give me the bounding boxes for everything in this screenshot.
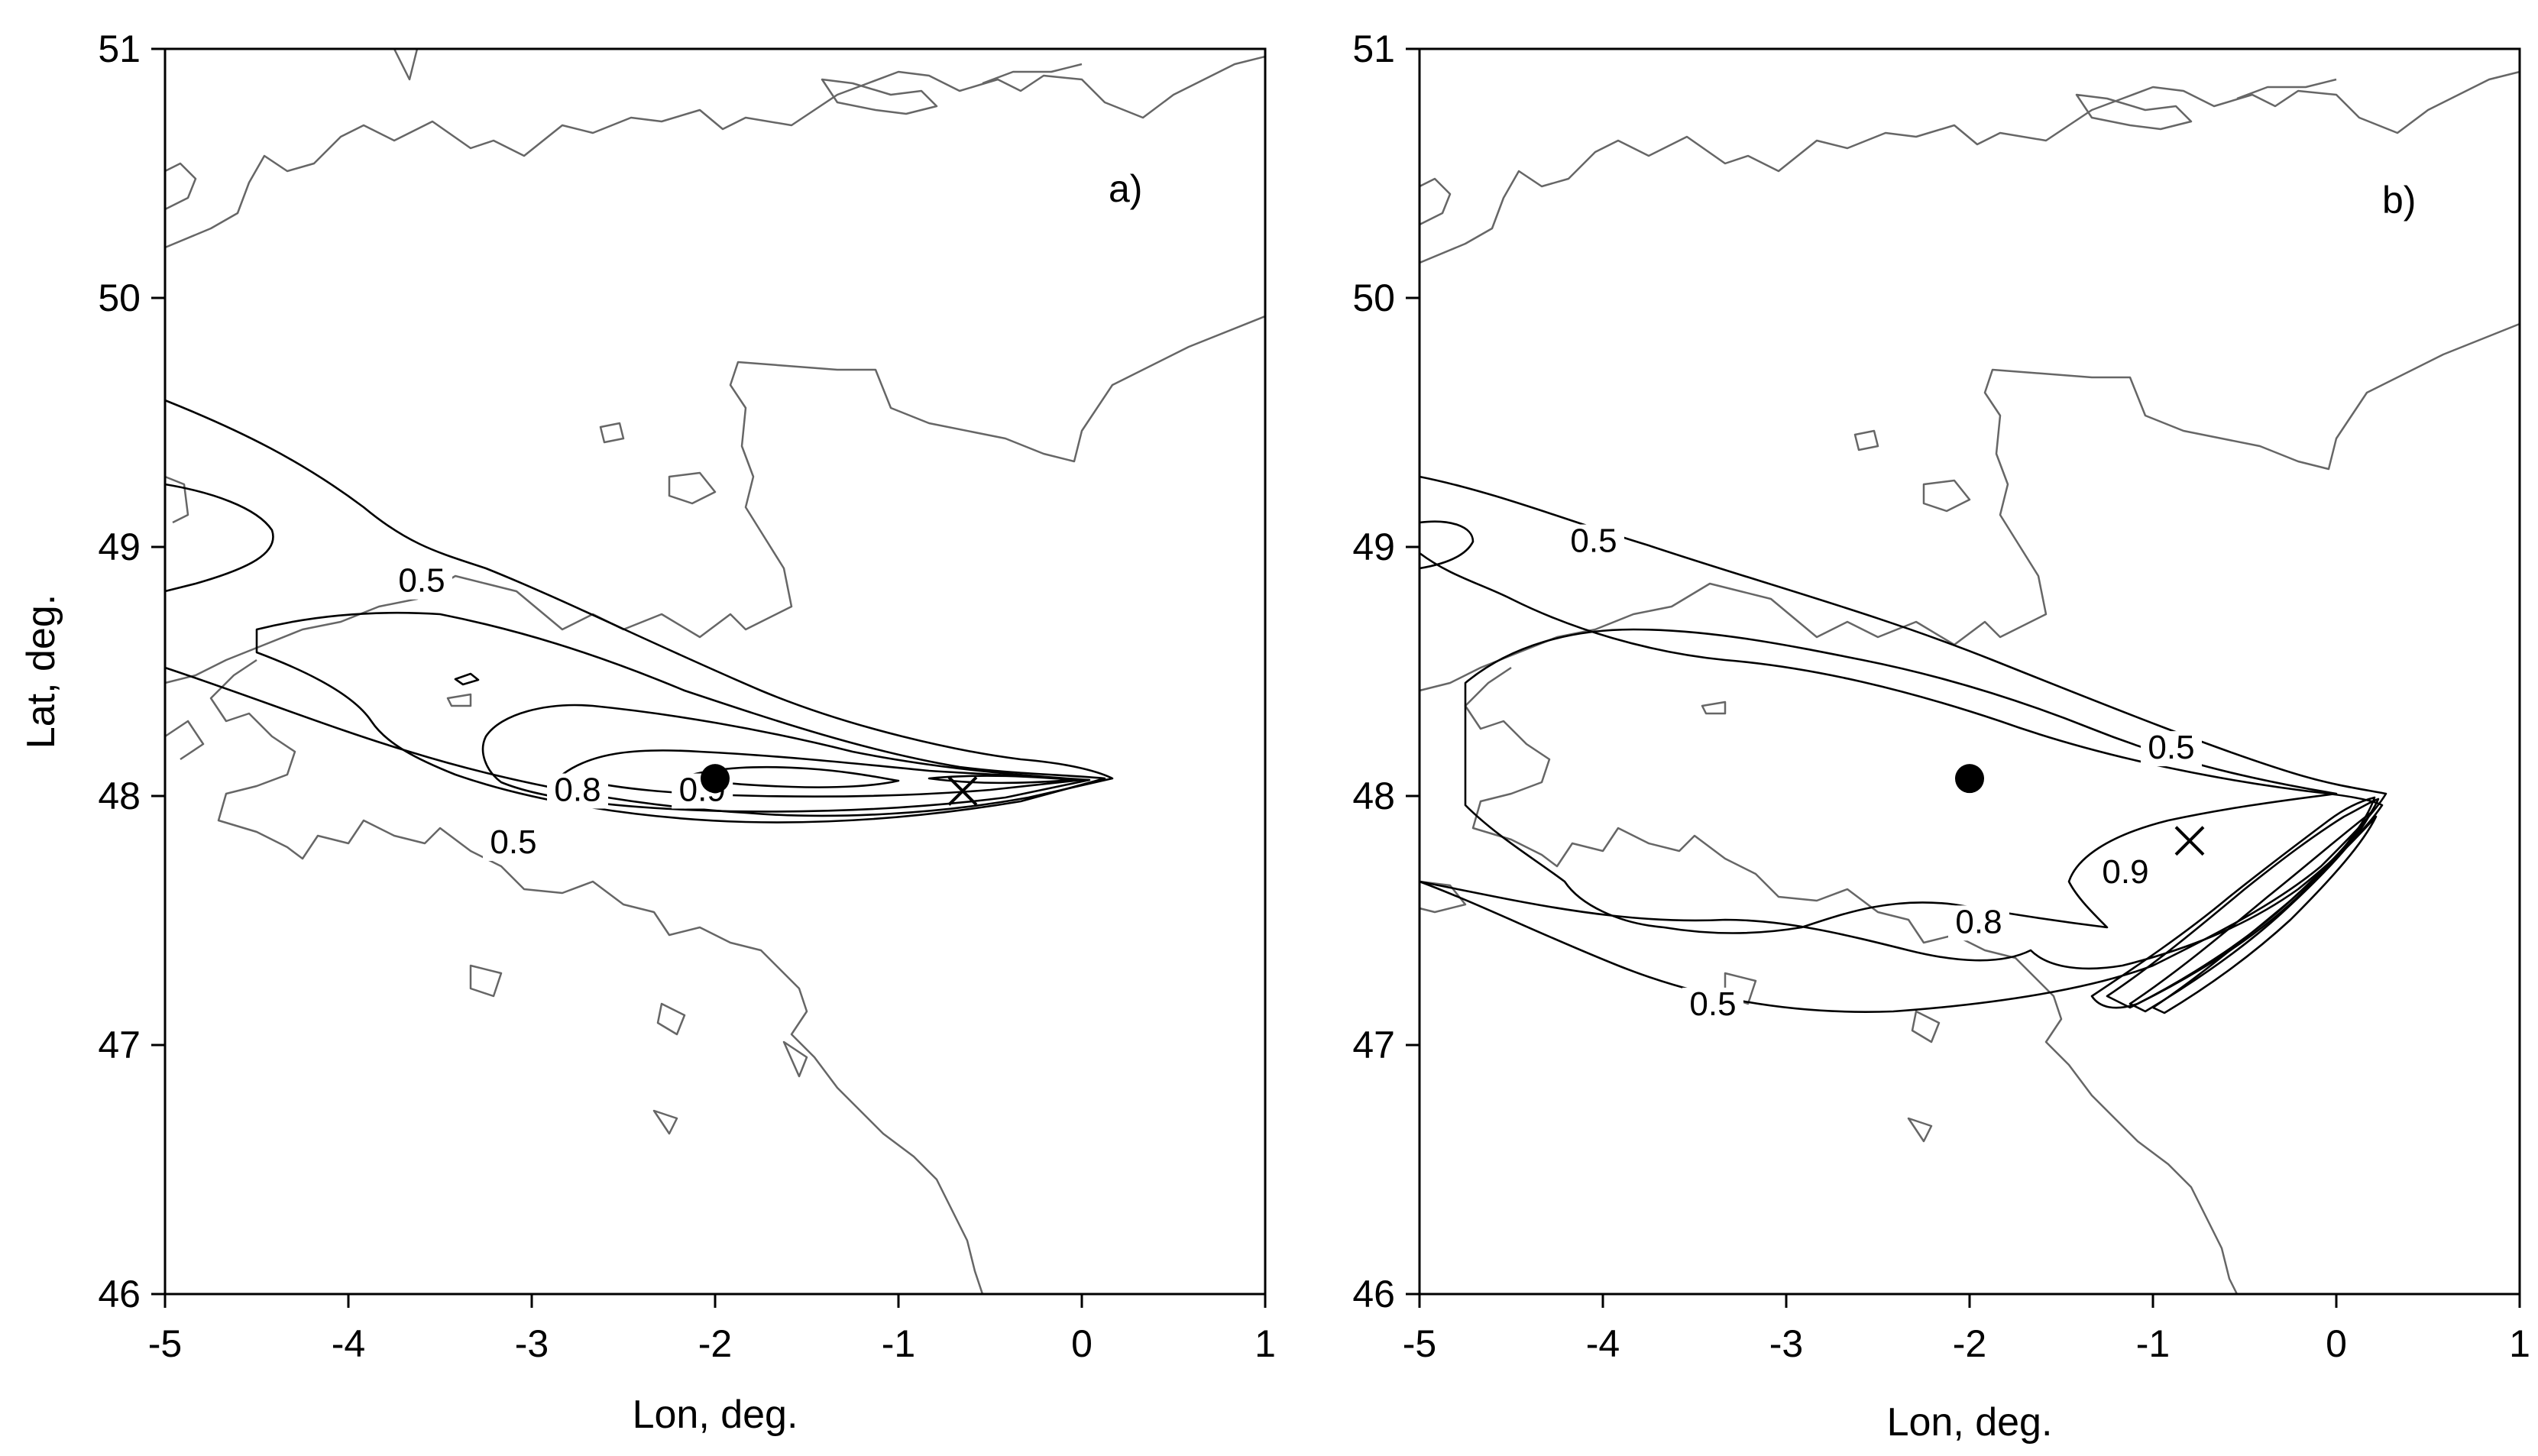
x-tick-label: -3 bbox=[515, 1322, 549, 1365]
contours-panel-a bbox=[164, 399, 1114, 823]
x-tick-label: -4 bbox=[332, 1322, 365, 1365]
y-tick-label: 48 bbox=[1352, 775, 1395, 817]
contour-label-bg bbox=[2141, 731, 2202, 767]
x-tick-label: -1 bbox=[2136, 1322, 2170, 1365]
contour-label: 0.5 bbox=[490, 823, 536, 861]
x-tick-label: -2 bbox=[698, 1322, 732, 1365]
y-tick-label: 51 bbox=[98, 28, 141, 70]
y-axis-label-a: Lat, deg. bbox=[19, 594, 63, 749]
contour-label: 0.5 bbox=[1570, 523, 1617, 560]
y-tick-label: 51 bbox=[1352, 28, 1395, 70]
x-tick-label: -3 bbox=[1769, 1322, 1803, 1365]
coastline-panel-b bbox=[1419, 70, 2520, 1295]
contour-labels-panel-a: 0.50.8 0.90.5 bbox=[391, 562, 733, 861]
x-axis-label-b: Lon, deg. bbox=[1887, 1400, 2053, 1445]
contour-label-bg bbox=[391, 564, 452, 600]
coastline-panel-a bbox=[164, 48, 1266, 1295]
x-tick-label: 0 bbox=[2326, 1322, 2347, 1365]
y-axis-panel-a: 46 47 48 49 50 51 bbox=[98, 28, 165, 1315]
contour-label: 0.8 bbox=[554, 772, 601, 809]
contour-labels-panel-b: 0.5 0.5 0.9 0.8 0.5 bbox=[1563, 523, 2202, 1023]
cross-marker bbox=[947, 776, 978, 806]
contour-label: 0.8 bbox=[1955, 903, 2002, 940]
contour-label-bg bbox=[1948, 905, 2009, 941]
y-tick-label: 49 bbox=[98, 526, 141, 568]
y-axis-panel-b: 46 47 48 49 50 51 bbox=[1352, 28, 1420, 1315]
x-tick-label: -5 bbox=[1403, 1322, 1436, 1365]
y-tick-label: 49 bbox=[1352, 526, 1395, 568]
dot-marker bbox=[1955, 764, 1984, 794]
x-tick-label: 1 bbox=[2509, 1322, 2530, 1365]
y-tick-label: 47 bbox=[98, 1024, 141, 1066]
contour-label: 0.5 bbox=[2148, 729, 2194, 766]
x-axis-panel-a: -5 -4 -3 -2 -1 0 1 bbox=[148, 1294, 1276, 1365]
x-axis-panel-b: -5 -4 -3 -2 -1 0 1 bbox=[1403, 1294, 2530, 1365]
cross-marker bbox=[2174, 826, 2205, 856]
x-tick-label: -4 bbox=[1586, 1322, 1620, 1365]
contour-label-bg bbox=[2095, 856, 2156, 891]
panel-label-b: b) bbox=[2382, 179, 2416, 222]
x-tick-label: 1 bbox=[1254, 1322, 1276, 1365]
frame-panel-b bbox=[1418, 47, 2521, 1296]
markers-panel-a bbox=[701, 764, 978, 806]
contour-label-bg bbox=[1682, 987, 1743, 1023]
y-tick-label: 47 bbox=[1352, 1024, 1395, 1066]
contour-label: 0.9 bbox=[2102, 853, 2148, 891]
x-axis-label-a: Lon, deg. bbox=[633, 1393, 798, 1437]
contour-label-bg bbox=[547, 773, 608, 809]
x-tick-label: -5 bbox=[148, 1322, 182, 1365]
y-tick-label: 50 bbox=[98, 277, 141, 319]
y-tick-label: 48 bbox=[98, 775, 141, 817]
markers-panel-b bbox=[1955, 764, 2205, 856]
x-tick-label: -1 bbox=[882, 1322, 915, 1365]
contour-label-bg bbox=[1563, 524, 1624, 560]
contour-label: 0.5 bbox=[1689, 985, 1736, 1023]
contour-label-bg bbox=[483, 825, 544, 861]
dot-marker bbox=[701, 764, 730, 794]
x-tick-label: -2 bbox=[1953, 1322, 1986, 1365]
y-tick-label: 50 bbox=[1352, 277, 1395, 319]
contour-label: 0.5 bbox=[398, 562, 445, 600]
x-tick-label: 0 bbox=[1071, 1322, 1093, 1365]
y-tick-label: 46 bbox=[98, 1273, 141, 1315]
y-tick-label: 46 bbox=[1352, 1273, 1395, 1315]
panel-label-a: a) bbox=[1109, 167, 1142, 210]
panel-b: 0.5 0.5 0.9 0.8 0.5 -5 -4 -3 -2 -1 0 1 46 47 48 49 50 5… bbox=[1352, 28, 2530, 1445]
contours-panel-b bbox=[1419, 475, 2387, 1014]
